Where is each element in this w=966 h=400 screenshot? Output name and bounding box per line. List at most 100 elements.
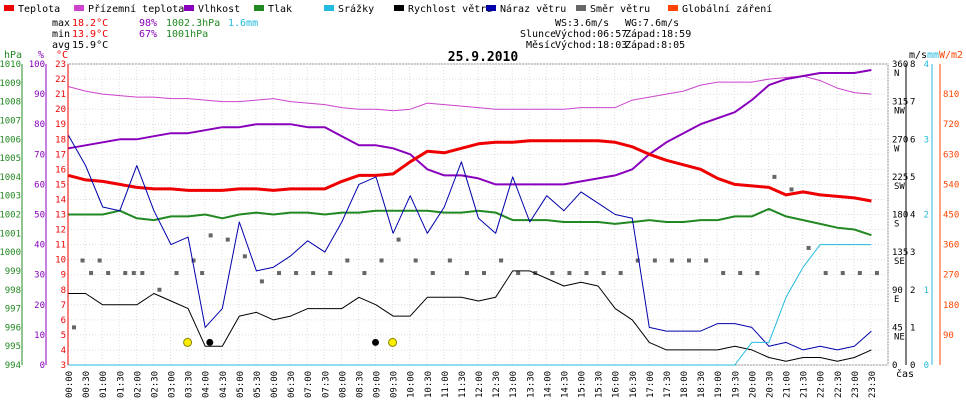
legend-swatch [576, 5, 586, 11]
rad-tick-label: 360 [943, 241, 959, 251]
axes: 9949959969979989991000100110021003100410… [0, 60, 959, 371]
temp-tick-label: 12 [55, 226, 66, 236]
series-line-teplota [68, 139, 872, 203]
x-tick-label: 15:00 [578, 371, 588, 398]
dir-tick-label: N [894, 69, 899, 79]
dir-tick-value: 0 [892, 361, 897, 371]
direction-point [567, 271, 572, 276]
wind-ws: WS:3.6m/s [555, 18, 609, 29]
x-tick-label: 05:30 [253, 371, 263, 398]
direction-point [379, 258, 384, 263]
legend-swatch [324, 5, 334, 11]
x-tick-label: 19:30 [731, 371, 741, 398]
chart-title: 25.9.2010 [448, 50, 519, 65]
hum-tick-label: 40 [34, 241, 45, 251]
x-tick-label: 11:30 [458, 371, 468, 398]
x-tick-label: 18:00 [680, 371, 690, 398]
direction-point [464, 271, 469, 276]
dir-tick-label: NE [894, 332, 905, 342]
direction-point [430, 271, 435, 276]
press-tick-label: 1007 [0, 116, 21, 126]
dir-tick-value: 270 [892, 135, 908, 145]
unit-wm2: W/m2 [939, 50, 963, 61]
stat-max-temp: 18.2°C [72, 18, 108, 29]
temp-tick-label: 7 [61, 301, 66, 311]
stat-min-press: 1001hPa [166, 29, 208, 40]
direction-point [174, 271, 179, 276]
sun-icon [388, 337, 398, 347]
direction-point [225, 237, 230, 242]
rad-tick-label: 180 [943, 301, 959, 311]
moon-set: Západ:8:05 [625, 39, 685, 51]
direction-point [601, 271, 606, 276]
temp-tick-label: 14 [55, 195, 66, 205]
stats-block: max 18.2°C 98% 1002.3hPa 1.6mm min 13.9°… [52, 18, 691, 51]
temp-tick-label: 13 [55, 211, 66, 221]
legend-label: Globální záření [682, 3, 772, 15]
temp-tick-label: 5 [61, 331, 66, 341]
dir-tick-value: 45 [892, 323, 903, 333]
stat-max-press: 1002.3hPa [166, 18, 220, 29]
hum-tick-label: 50 [34, 211, 45, 221]
direction-point [157, 287, 162, 292]
direction-point [259, 279, 264, 284]
direction-point [482, 271, 486, 276]
series-line-vlhkost [68, 69, 872, 186]
x-tick-label: 08:30 [355, 371, 365, 398]
legend-label: Rychlost větru [408, 3, 492, 15]
direction-point [704, 258, 709, 263]
stat-max-rain: 1.6mm [228, 18, 258, 29]
unit-ms: m/s [909, 50, 927, 61]
unit-degc: °C [56, 50, 68, 61]
legend-label: Směr větru [590, 3, 650, 15]
rain-tick-label: 2 [924, 211, 929, 221]
stat-max-hum: 98% [139, 18, 157, 29]
series-line-n-raz-v-tru [68, 135, 872, 351]
x-tick-label: 01:00 [99, 371, 109, 398]
x-tick-label: 23:30 [868, 371, 878, 398]
hum-tick-label: 30 [34, 271, 45, 281]
x-tick-label: 04:30 [219, 371, 229, 398]
dir-tick-value: 180 [892, 211, 908, 221]
direction-point [89, 271, 94, 276]
x-tick-label: 19:00 [714, 371, 724, 398]
direction-point [106, 271, 111, 276]
moon-icon [206, 338, 214, 346]
direction-point [840, 271, 845, 276]
wind-tick-label: 2 [910, 286, 915, 296]
x-tick-label: 03:00 [168, 371, 178, 398]
wind-wg: WG:7.6m/s [625, 18, 679, 29]
series-line-tlak [68, 207, 872, 237]
rain-tick-label: 3 [924, 135, 929, 145]
temp-tick-label: 3 [61, 361, 66, 371]
legend-swatch [394, 5, 404, 11]
x-tick-label: 22:30 [834, 371, 844, 398]
direction-point [823, 271, 828, 276]
rad-tick-label: 270 [943, 271, 959, 281]
wind-tick-label: 5 [910, 173, 915, 183]
legend-label: Teplota [18, 4, 60, 15]
x-tick-label: 21:00 [783, 371, 793, 398]
x-tick-label: 22:00 [817, 371, 827, 398]
direction-point [123, 271, 128, 276]
x-tick-label: 03:30 [185, 371, 195, 398]
direction-point [328, 271, 333, 276]
direction-point [277, 271, 281, 276]
x-tick-label: 13:00 [509, 371, 519, 398]
x-tick-label: 20:00 [748, 371, 758, 398]
direction-point [362, 271, 367, 276]
press-tick-label: 998 [5, 286, 21, 296]
x-tick-label: 10:30 [424, 371, 434, 398]
wind-tick-label: 7 [910, 98, 915, 108]
legend-label: Vlhkost [198, 4, 240, 15]
direction-point [131, 271, 136, 276]
dir-tick-label: S [894, 220, 899, 230]
stat-max-label: max [52, 18, 70, 29]
wind-tick-label: 3 [910, 248, 915, 258]
rad-tick-label: 90 [943, 331, 954, 341]
sun-label: Slunce [520, 29, 556, 40]
press-tick-label: 1004 [0, 173, 21, 183]
hum-tick-label: 80 [34, 120, 45, 130]
temp-tick-label: 16 [55, 165, 66, 175]
